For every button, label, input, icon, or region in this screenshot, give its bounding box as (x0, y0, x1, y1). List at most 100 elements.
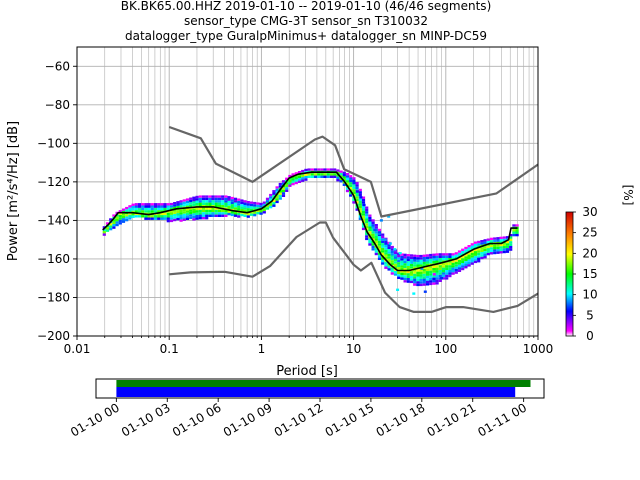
density-cell (368, 228, 372, 232)
density-cell (419, 262, 423, 265)
density-cell (477, 257, 481, 260)
density-cell (438, 267, 442, 270)
density-cell (496, 239, 500, 242)
density-cell (179, 205, 183, 208)
title-line-datalogger: datalogger_type GuralpMinimus+ datalogge… (125, 29, 487, 43)
density-cell (307, 168, 311, 171)
density-cell (470, 255, 474, 258)
density-cell (137, 210, 142, 213)
density-cell (291, 178, 295, 181)
density-cell (211, 214, 215, 217)
density-cell (361, 218, 366, 221)
density-cell (195, 215, 199, 218)
density-cell (291, 173, 295, 176)
density-cell (115, 216, 119, 219)
density-cell (451, 253, 455, 256)
density-cell (214, 207, 218, 210)
density-cell (425, 275, 430, 279)
density-cell (374, 250, 378, 253)
density-cell (406, 270, 410, 274)
density-cell (435, 279, 439, 283)
density-cell (205, 197, 209, 201)
density-cell (483, 251, 487, 254)
density-cell (281, 187, 286, 190)
density-cell (422, 271, 426, 274)
density-cell (278, 190, 282, 193)
density-cell (198, 212, 202, 215)
density-cell (374, 238, 378, 241)
density-cell (438, 262, 442, 266)
density-cell (413, 259, 417, 262)
density-cell (281, 180, 286, 183)
density-cell (240, 213, 244, 217)
density-cell (358, 200, 362, 204)
density-cell (397, 257, 401, 260)
density-cell (435, 270, 439, 273)
density-cell (451, 262, 455, 266)
density-outlier-cell (355, 190, 359, 193)
density-cell (169, 210, 174, 213)
density-cell (365, 223, 369, 226)
density-cell (406, 268, 410, 271)
density-cell (272, 202, 276, 205)
density-cell (441, 255, 446, 258)
density-cell (387, 246, 391, 249)
density-cell (281, 192, 286, 195)
density-cell (406, 256, 410, 259)
density-cell (409, 263, 414, 267)
x-axis-ticks: 0.01 0.1 1 10 100 1000 (64, 336, 553, 356)
density-cell (493, 244, 497, 247)
y-tick-label: −160 (37, 252, 70, 266)
density-cell (352, 184, 356, 187)
density-cell (326, 175, 330, 178)
density-cell (496, 251, 500, 254)
density-cell (425, 280, 430, 284)
density-cell (419, 274, 423, 277)
density-cell (160, 217, 164, 220)
density-cell (393, 266, 398, 269)
density-cell (182, 199, 186, 202)
density-cell (317, 173, 321, 176)
density-cell (429, 273, 433, 276)
density-cell (390, 257, 394, 261)
density-cell (153, 207, 158, 211)
density-cell (505, 245, 510, 249)
density-cell (320, 173, 324, 176)
density-cell (150, 215, 154, 218)
density-cell (400, 258, 404, 261)
density-cell (195, 198, 199, 201)
density-cell (275, 188, 279, 192)
density-cell (294, 179, 298, 182)
density-cell (470, 250, 474, 253)
density-cell (486, 245, 490, 249)
density-cell (464, 266, 468, 269)
density-cell (147, 203, 151, 206)
density-cell (406, 258, 410, 262)
y-tick-label: −100 (37, 136, 70, 150)
density-cell (272, 192, 276, 195)
density-cell (368, 219, 372, 222)
density-cell (489, 249, 494, 253)
density-cell (374, 236, 378, 239)
density-cell (349, 184, 353, 188)
density-cell (416, 278, 420, 282)
title-line-sensor: sensor_type CMG-3T sensor_sn T310032 (184, 14, 428, 28)
density-cell (505, 243, 510, 246)
density-cell (365, 206, 369, 209)
density-cell (339, 180, 343, 183)
density-cell (240, 204, 244, 207)
density-cell (253, 211, 257, 214)
density-cell (217, 200, 222, 203)
density-cell (349, 182, 353, 185)
density-cell (419, 259, 423, 263)
density-cell (352, 191, 356, 194)
density-cell (502, 246, 506, 249)
density-cell (422, 273, 426, 277)
density-cell (345, 175, 350, 178)
density-cell (416, 259, 420, 263)
density-cell (365, 232, 369, 236)
density-cell (448, 274, 452, 278)
density-cell (288, 179, 292, 183)
density-cell (150, 205, 154, 208)
